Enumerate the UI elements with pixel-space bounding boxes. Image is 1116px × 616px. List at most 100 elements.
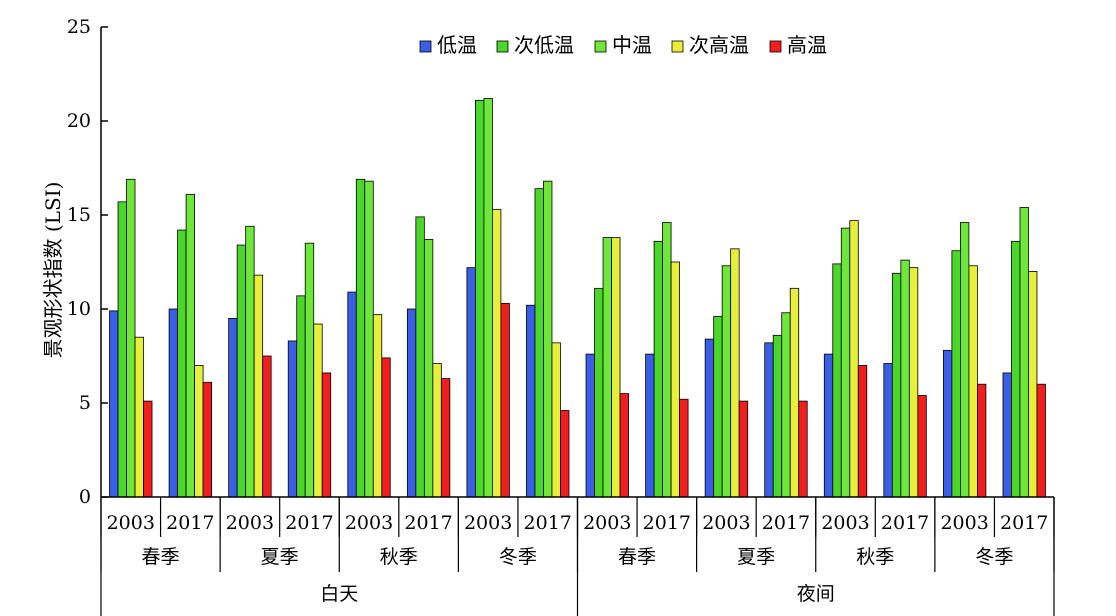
year-label: 2003 xyxy=(702,512,750,534)
bar xyxy=(645,353,655,498)
bar xyxy=(713,316,723,498)
legend-label: 次高温 xyxy=(689,33,749,57)
bar xyxy=(381,357,391,498)
bar xyxy=(891,272,902,498)
bar xyxy=(347,291,357,498)
bar xyxy=(662,222,672,498)
bar xyxy=(943,349,953,498)
bar xyxy=(840,227,851,498)
bar xyxy=(126,178,136,498)
season-label: 冬季 xyxy=(975,546,1013,568)
bar xyxy=(857,364,868,498)
bar xyxy=(849,220,859,498)
season-label: 冬季 xyxy=(499,546,537,568)
bar xyxy=(977,383,987,498)
legend-label: 高温 xyxy=(787,33,827,57)
bar xyxy=(823,353,834,498)
bar xyxy=(951,250,961,498)
season-label: 秋季 xyxy=(380,546,418,568)
legend-swatch xyxy=(769,40,782,53)
bar xyxy=(900,259,910,498)
y-tick-label: 25 xyxy=(67,16,91,38)
legend-label: 低温 xyxy=(437,33,477,57)
season-label: 春季 xyxy=(618,546,656,568)
bar xyxy=(611,237,621,498)
bar xyxy=(287,340,298,498)
bar xyxy=(296,295,306,498)
year-label: 2003 xyxy=(940,512,988,534)
bar xyxy=(194,364,204,498)
bar xyxy=(177,229,187,498)
bar xyxy=(789,287,800,498)
bar xyxy=(908,267,919,498)
bar xyxy=(551,342,561,498)
year-label: 2003 xyxy=(583,512,631,534)
bar xyxy=(704,338,715,498)
bar xyxy=(313,323,323,498)
y-tick-label: 5 xyxy=(79,392,91,414)
year-label: 2003 xyxy=(464,512,512,534)
bar xyxy=(653,240,663,498)
bar xyxy=(670,261,680,498)
axes: 0 5 10 15 20 25 2003 2017 2003 2017 2003 2017 2003 20… xyxy=(67,16,1055,616)
year-label: 2017 xyxy=(166,512,214,534)
bar xyxy=(440,378,451,498)
y-tick-label: 15 xyxy=(67,204,91,226)
bar xyxy=(619,393,629,498)
bar xyxy=(526,304,536,498)
bar xyxy=(1028,270,1038,498)
bar xyxy=(432,363,442,498)
bar xyxy=(475,99,485,498)
bar xyxy=(143,400,153,498)
year-label: 2017 xyxy=(404,512,452,534)
y-tick-label: 0 xyxy=(79,486,91,508)
year-label: 2003 xyxy=(345,512,393,534)
period-label: 夜间 xyxy=(797,583,835,605)
bar xyxy=(364,180,374,498)
bar xyxy=(534,188,544,498)
bar xyxy=(721,265,732,498)
year-label: 2017 xyxy=(285,512,333,534)
bar xyxy=(415,216,425,498)
bar xyxy=(594,287,604,498)
legend-label: 中温 xyxy=(612,33,652,57)
bars xyxy=(109,98,1046,498)
legend-swatch xyxy=(419,40,432,53)
bar xyxy=(372,314,383,498)
bar xyxy=(253,274,264,498)
bar xyxy=(262,355,272,498)
bar xyxy=(730,248,740,498)
bar xyxy=(185,193,195,498)
season-label: 夏季 xyxy=(737,546,775,568)
legend-label: 次低温 xyxy=(514,33,574,57)
y-tick-label: 20 xyxy=(67,110,91,132)
bar xyxy=(679,398,689,498)
y-axis-label: 景观形状指数 (LSI) xyxy=(41,182,65,359)
bar xyxy=(228,317,238,498)
period-label: 白天 xyxy=(320,583,358,605)
legend-swatch xyxy=(671,40,684,53)
bar xyxy=(883,363,893,498)
bar xyxy=(543,180,553,498)
bar xyxy=(968,265,978,498)
bar xyxy=(500,302,510,498)
season-label: 夏季 xyxy=(261,546,299,568)
legend: 低温 次低温 中温 次高温 高温 xyxy=(419,33,827,57)
legend-swatch xyxy=(594,40,607,53)
bar xyxy=(355,178,366,498)
bar xyxy=(1011,240,1021,498)
bar xyxy=(781,312,791,498)
year-label: 2003 xyxy=(226,512,274,534)
year-label: 2017 xyxy=(881,512,929,534)
bar xyxy=(321,372,332,498)
bar xyxy=(1036,383,1046,498)
year-label: 2017 xyxy=(643,512,691,534)
bar xyxy=(772,334,783,498)
year-label: 2003 xyxy=(821,512,869,534)
year-label: 2017 xyxy=(762,512,810,534)
bar xyxy=(917,395,927,498)
year-label: 2017 xyxy=(524,512,572,534)
bar xyxy=(1019,207,1029,498)
bar xyxy=(483,98,493,498)
